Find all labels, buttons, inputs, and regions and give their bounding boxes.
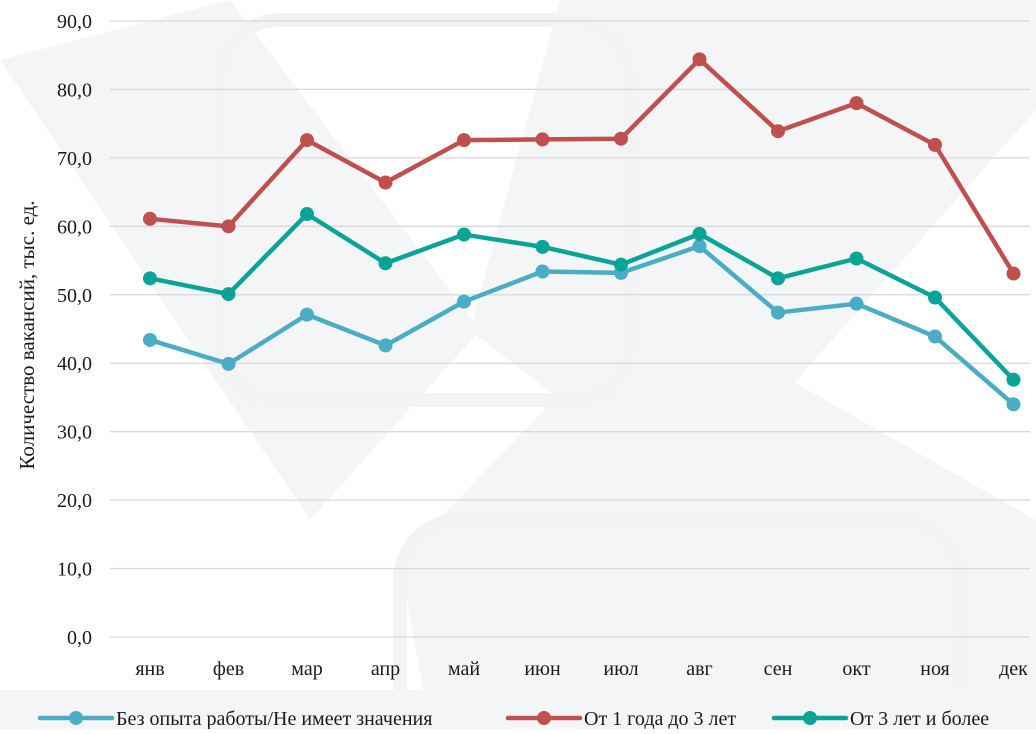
data-point	[928, 329, 942, 344]
data-point	[771, 124, 785, 139]
data-point	[378, 338, 393, 353]
data-point	[457, 133, 471, 148]
y-tick-label: 30,0	[57, 422, 92, 444]
data-point	[221, 287, 236, 302]
data-point	[849, 96, 864, 111]
data-point	[771, 271, 785, 286]
y-tick-label: 50,0	[57, 285, 92, 307]
x-tick-label: июл	[603, 658, 638, 680]
x-axis-tick-labels: янв фев мар апр май июн июл авг сен окт ноя дек	[135, 658, 1028, 680]
y-tick-label: 10,0	[57, 559, 92, 581]
data-point	[928, 290, 942, 305]
legend-label: Без опыта работы/Не имеет значения	[116, 708, 432, 729]
data-point	[692, 52, 707, 67]
x-tick-label: мар	[291, 658, 322, 680]
series-line	[147, 57, 1016, 276]
data-point	[614, 257, 628, 272]
x-tick-label: авг	[686, 658, 713, 680]
legend: Без опыта работы/Не имеет значения От 1 г…	[37, 708, 989, 730]
data-point	[378, 256, 393, 271]
legend-item: От 1 года до 3 лет	[505, 708, 736, 730]
data-point	[535, 239, 550, 254]
data-point	[457, 227, 471, 242]
legend-swatch-marker	[69, 711, 83, 725]
y-tick-label: 60,0	[57, 216, 92, 238]
data-point	[928, 137, 942, 152]
data-point	[771, 305, 785, 320]
y-tick-label: 20,0	[57, 490, 92, 512]
series-2	[143, 52, 1021, 281]
x-tick-label: май	[448, 658, 480, 680]
y-tick-label: 40,0	[57, 353, 92, 375]
series-lines	[143, 52, 1021, 412]
y-tick-label: 70,0	[57, 148, 92, 170]
data-point	[143, 271, 157, 286]
data-point	[221, 356, 236, 371]
x-tick-label: апр	[371, 658, 400, 680]
data-point	[692, 239, 707, 254]
series-1	[143, 239, 1021, 412]
x-tick-label: янв	[135, 658, 164, 680]
data-point	[143, 332, 157, 347]
legend-item: Без опыта работы/Не имеет значения	[37, 708, 432, 730]
y-tick-label: 90,0	[57, 11, 92, 33]
data-point	[535, 264, 550, 279]
y-tick-label: 0,0	[67, 627, 92, 649]
x-tick-label: сен	[764, 658, 793, 680]
data-point	[221, 219, 236, 234]
y-axis-title: Количество вакансий, тыс. ед.	[15, 200, 39, 469]
legend-label: От 1 года до 3 лет	[584, 708, 736, 729]
data-point	[692, 226, 707, 241]
x-tick-label: ноя	[920, 658, 950, 680]
x-tick-label: фев	[213, 658, 244, 680]
legend-swatch-marker	[537, 711, 551, 725]
data-point	[849, 251, 864, 266]
data-point	[535, 132, 550, 147]
x-tick-label: дек	[999, 658, 1028, 680]
data-point	[300, 133, 314, 148]
y-tick-label: 80,0	[57, 79, 92, 101]
x-tick-label: июн	[524, 658, 561, 680]
x-tick-label: окт	[842, 658, 870, 680]
legend-label: От 3 лет и более	[850, 708, 989, 729]
data-point	[614, 131, 628, 146]
data-point	[300, 307, 314, 322]
data-point	[849, 296, 864, 311]
legend-swatch-marker	[803, 711, 817, 725]
data-point	[457, 294, 471, 309]
data-point	[1006, 266, 1021, 281]
y-axis-tick-labels: 0,0 10,0 20,0 30,0 40,0 50,0 60,0 70,0 80,0 90,0	[57, 11, 92, 649]
grid-lines	[110, 20, 1030, 638]
data-point	[378, 175, 393, 190]
data-point	[1006, 372, 1021, 387]
data-point	[1006, 397, 1021, 412]
series-3	[143, 207, 1021, 387]
data-point	[300, 207, 314, 222]
series-line	[147, 211, 1016, 382]
series-line	[147, 243, 1016, 407]
legend-item: От 3 лет и более	[771, 708, 989, 730]
data-point	[143, 211, 157, 226]
